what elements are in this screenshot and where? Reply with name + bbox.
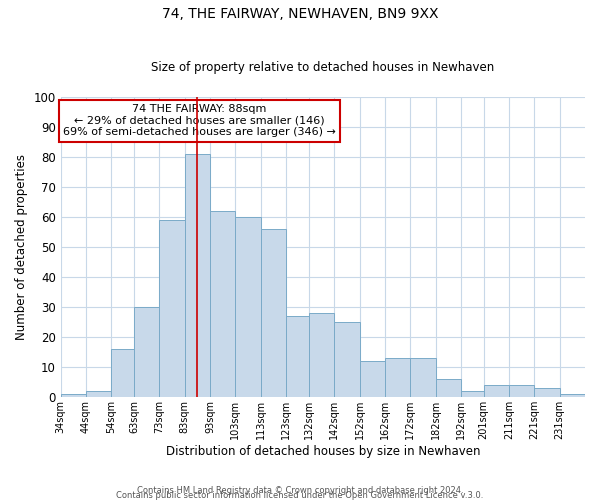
Text: Contains public sector information licensed under the Open Government Licence v.: Contains public sector information licen…	[116, 490, 484, 500]
Y-axis label: Number of detached properties: Number of detached properties	[15, 154, 28, 340]
Bar	[261, 228, 286, 397]
Bar	[385, 358, 410, 397]
Bar	[112, 348, 134, 397]
Title: Size of property relative to detached houses in Newhaven: Size of property relative to detached ho…	[151, 62, 494, 74]
Text: 74, THE FAIRWAY, NEWHAVEN, BN9 9XX: 74, THE FAIRWAY, NEWHAVEN, BN9 9XX	[162, 8, 438, 22]
Bar	[160, 220, 185, 397]
X-axis label: Distribution of detached houses by size in Newhaven: Distribution of detached houses by size …	[166, 444, 480, 458]
Bar	[134, 306, 160, 397]
Bar	[560, 394, 585, 397]
Bar	[436, 379, 461, 397]
Bar	[61, 394, 86, 397]
Bar	[484, 385, 509, 397]
Text: Contains HM Land Registry data © Crown copyright and database right 2024.: Contains HM Land Registry data © Crown c…	[137, 486, 463, 495]
Bar	[86, 391, 112, 397]
Bar	[185, 154, 210, 397]
Bar	[334, 322, 359, 397]
Bar	[286, 316, 309, 397]
Bar	[235, 216, 261, 397]
Bar	[359, 361, 385, 397]
Bar	[210, 210, 235, 397]
Bar	[309, 312, 334, 397]
Bar	[535, 388, 560, 397]
Text: 74 THE FAIRWAY: 88sqm
← 29% of detached houses are smaller (146)
69% of semi-det: 74 THE FAIRWAY: 88sqm ← 29% of detached …	[63, 104, 336, 137]
Bar	[410, 358, 436, 397]
Bar	[461, 391, 484, 397]
Bar	[509, 385, 535, 397]
